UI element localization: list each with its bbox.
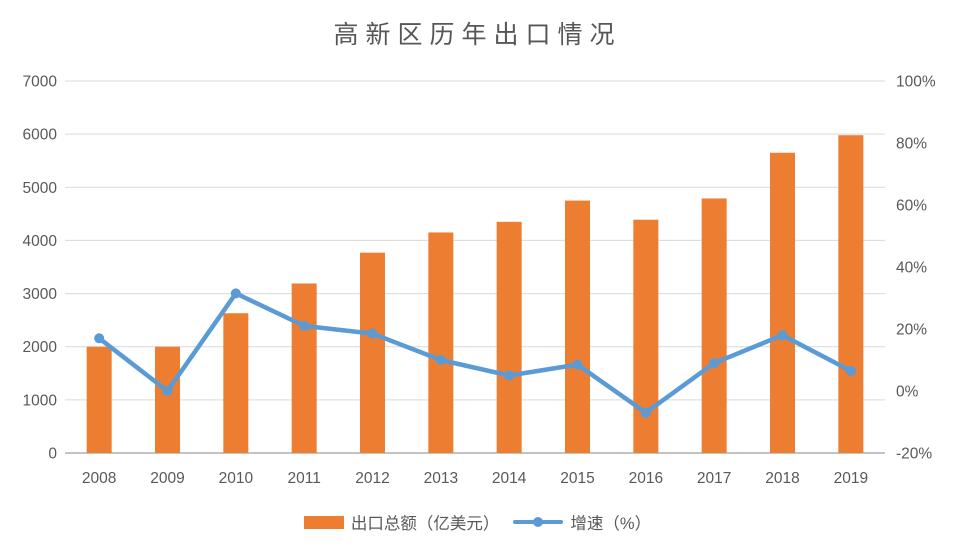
export-bar-2010 [223,313,249,453]
x-axis-tick-label: 2009 [150,470,184,487]
export-bar-2012 [360,252,385,453]
export-bar-2017 [701,198,727,453]
y2-axis-tick-label: 60% [896,198,927,215]
growth-marker-2008 [94,333,105,344]
y2-axis-tick-label: 20% [896,322,927,339]
y2-axis-tick-label: 80% [896,136,927,153]
chart-title: 高新区历年出口情况 [333,20,622,49]
growth-marker-2013 [435,355,446,365]
growth-marker-2019 [845,365,856,376]
x-axis-tick-label: 2015 [560,470,594,487]
x-axis-tick-label: 2012 [355,470,389,487]
export-bar-2011 [291,283,317,453]
y2-axis-tick-label: 40% [896,260,927,277]
export-bar-2015 [565,200,590,453]
growth-marker-2009 [162,386,173,396]
y2-axis-tick-label: 100% [896,74,936,91]
growth-marker-2015 [572,359,583,370]
growth-marker-2012 [367,328,378,339]
y-axis-tick-label: 7000 [23,74,58,91]
y-axis-tick-label: 1000 [23,392,58,409]
export-bar-2013 [428,232,454,453]
y-axis-tick-label: 2000 [23,339,58,356]
export-bar-2019 [838,135,864,453]
legend-label-growth: 增速（%） [570,515,652,533]
export-bar-2014 [496,221,522,453]
legend: 出口总额（亿美元） 增速（%） [0,510,955,534]
y2-axis-tick-label: -20% [896,446,932,463]
x-axis-tick-label: 2018 [765,470,799,487]
export-bar-2009 [155,346,180,453]
y-axis-tick-label: 3000 [23,286,58,303]
growth-marker-2017 [709,358,720,369]
y-axis-tick-label: 4000 [23,233,58,250]
growth-marker-2011 [299,320,310,331]
export-bar-2016 [633,219,659,453]
x-axis-tick-label: 2010 [219,470,254,487]
y2-axis-tick-label: 0% [896,384,919,401]
line-series-marker-dot [533,516,544,527]
x-axis-tick-label: 2014 [492,470,527,487]
plot-area: 0 1000 2000 3000 4000 5000 6000 7000 -20% 0% 20% 40… [23,74,936,488]
x-axis-tick-label: 2017 [697,470,731,487]
y-axis-tick-label: 5000 [23,180,58,197]
x-axis-tick-label: 2016 [629,470,663,487]
bar-series-swatch [303,515,344,529]
legend-label-exports: 出口总额（亿美元） [350,515,500,533]
x-axis-tick-label: 2013 [424,470,458,487]
legend-item-growth: 增速（%） [513,510,651,534]
export-bar-2018 [770,152,795,453]
y-axis-tick-label: 6000 [23,127,58,144]
growth-marker-2016 [640,407,651,418]
x-axis-tick-label: 2019 [834,470,868,487]
growth-marker-2018 [777,330,788,341]
x-axis-tick-label: 2011 [287,470,320,487]
export-bar-2008 [86,346,112,453]
legend-item-exports: 出口总额（亿美元） [303,510,500,534]
y-axis-tick-label: 0 [48,446,57,463]
growth-line [96,291,854,415]
x-axis-tick-label: 2008 [82,470,116,487]
growth-marker-2010 [230,288,241,299]
growth-marker-2014 [504,370,515,381]
line-series-swatch [513,516,564,527]
